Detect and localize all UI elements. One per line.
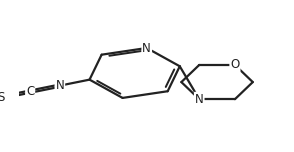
- Text: S: S: [0, 91, 4, 104]
- Text: C: C: [26, 85, 34, 98]
- Text: N: N: [142, 41, 151, 55]
- Text: N: N: [56, 79, 64, 92]
- Text: O: O: [230, 59, 240, 71]
- Text: N: N: [195, 93, 203, 106]
